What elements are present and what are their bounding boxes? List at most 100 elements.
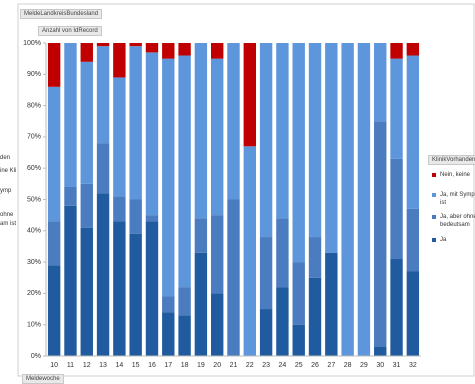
- bar-segment: [129, 46, 142, 200]
- bar-segment: [259, 43, 273, 238]
- bar-segment: [390, 158, 403, 259]
- y-tick-label: 80%: [27, 102, 41, 109]
- bar-segment: [113, 77, 126, 197]
- bar-segment: [243, 146, 256, 356]
- bar-segment: [194, 218, 208, 253]
- cut-off-label: ine Kli: [0, 168, 17, 174]
- bar-segment: [374, 121, 387, 347]
- bar-segment: [292, 262, 305, 325]
- bar-segment: [47, 221, 61, 266]
- bar-segment: [162, 43, 175, 59]
- bar-segment: [276, 218, 289, 288]
- x-tick-label: 21: [230, 362, 238, 369]
- bar-segment: [390, 58, 403, 159]
- bar-segment: [145, 215, 159, 222]
- y-tick-label: 40%: [27, 228, 41, 235]
- x-tick-label: 32: [409, 362, 417, 369]
- bar-segment: [145, 52, 159, 216]
- legend-item: Ja: [432, 236, 475, 244]
- x-tick-label: 20: [213, 362, 221, 369]
- bar-segment: [308, 237, 322, 278]
- filter-button[interactable]: MeldeLandkreisBundesland: [20, 9, 103, 19]
- x-tick-label: 12: [83, 362, 91, 369]
- legend-item: Ja, mit Symp ist: [432, 191, 475, 207]
- legend-title[interactable]: KlinikVorhanden: [428, 155, 475, 165]
- bar-segment: [96, 143, 110, 194]
- bar-segment: [47, 265, 61, 356]
- bar-segment: [243, 43, 256, 147]
- bar-segment: [64, 43, 77, 187]
- bar-segment: [308, 43, 322, 238]
- y-tick-label: 90%: [27, 71, 41, 78]
- x-tick-label: 24: [279, 362, 287, 369]
- bar-segment: [80, 227, 93, 356]
- bar-segment: [406, 271, 420, 356]
- x-tick-label: 31: [393, 362, 401, 369]
- bar-segment: [374, 43, 387, 122]
- bar-segment: [129, 233, 142, 356]
- cut-off-label: ohne: [0, 212, 14, 218]
- bar-segment: [113, 196, 126, 222]
- bar-segment: [162, 296, 175, 313]
- y-tick-label: 10%: [27, 322, 41, 329]
- bar-segment: [325, 43, 338, 253]
- bar-segment: [96, 46, 110, 144]
- bar-segment: [47, 43, 61, 87]
- x-tick-label: 14: [115, 362, 123, 369]
- bar-segment: [194, 252, 208, 356]
- bar-segment: [292, 43, 305, 263]
- x-tick-label: 25: [295, 362, 303, 369]
- bar-segment: [227, 199, 240, 356]
- bar-segment: [390, 258, 403, 356]
- legend-item: Nein, keine: [432, 171, 475, 179]
- bar-segment: [129, 199, 142, 234]
- bar-segment: [211, 58, 224, 216]
- bar-segment: [145, 43, 159, 53]
- value-button[interactable]: Anzahl von IdRecord: [38, 26, 102, 36]
- x-tick-label: 17: [164, 362, 172, 369]
- legend-swatch: [432, 193, 436, 197]
- bar-segment: [80, 183, 93, 228]
- bar-segment: [64, 186, 77, 206]
- bar-segment: [96, 193, 110, 356]
- bar-segment: [47, 86, 61, 222]
- legend-item: Ja, aber ohne bedeutsam: [432, 213, 475, 229]
- bar-segment: [178, 287, 191, 316]
- bar-segment: [96, 43, 110, 47]
- y-tick-label: 20%: [27, 290, 41, 297]
- bar-segment: [259, 237, 273, 310]
- bar-segment: [64, 205, 77, 356]
- y-tick-label: 50%: [27, 196, 41, 203]
- cut-off-label: den: [0, 155, 11, 161]
- x-tick-label: 11: [67, 362, 74, 369]
- y-tick-label: 70%: [27, 134, 41, 141]
- x-tick-label: 13: [99, 362, 107, 369]
- bar-segment: [276, 287, 289, 356]
- legend-swatch: [432, 173, 436, 177]
- x-tick-label: 23: [262, 362, 270, 369]
- x-tick-label: 29: [360, 362, 368, 369]
- bar-segment: [129, 43, 142, 47]
- bar-segment: [211, 293, 224, 356]
- bar-segment: [406, 208, 420, 272]
- bar-segment: [259, 309, 273, 356]
- bar-segment: [113, 43, 126, 78]
- bar-segment: [374, 346, 387, 356]
- cut-off-label: am ist: [0, 221, 17, 227]
- x-tick-label: 22: [246, 362, 254, 369]
- bar-segment: [194, 43, 208, 219]
- bar-segment: [325, 252, 338, 356]
- x-tick-label: 16: [148, 362, 156, 369]
- x-tick-label: 26: [311, 362, 319, 369]
- y-tick-label: 100%: [23, 40, 41, 47]
- bar-segment: [211, 43, 224, 59]
- x-tick-label: 15: [132, 362, 140, 369]
- y-tick-label: 30%: [27, 259, 41, 266]
- x-tick-label: 18: [181, 362, 189, 369]
- bar-segment: [308, 277, 322, 356]
- bar-segment: [276, 43, 289, 219]
- bar-segment: [357, 43, 371, 356]
- bar-segment: [178, 315, 191, 356]
- bar-segment: [80, 43, 93, 62]
